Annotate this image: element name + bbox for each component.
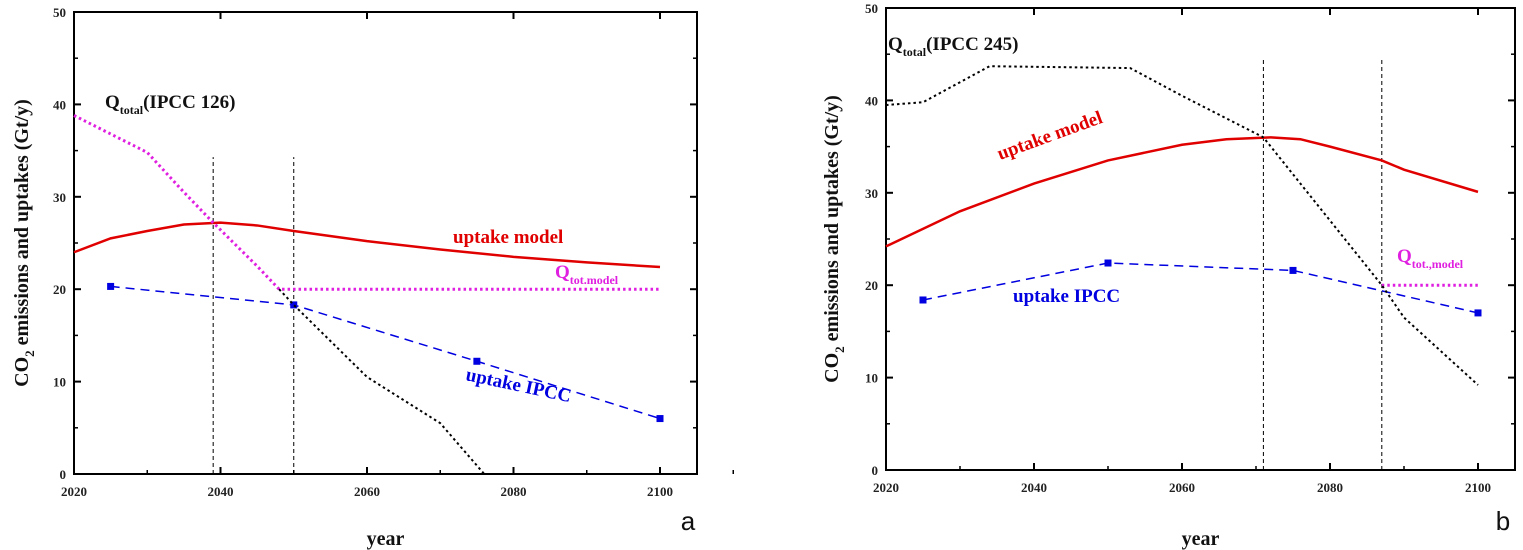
- y-tick-label: 40: [865, 93, 878, 108]
- annotation-q-tot-model: Qtot.model: [555, 262, 619, 287]
- chart-panel-a: 2020 2040 2060 2080 2100 0 10 20 30 40 50 year CO2 e…: [11, 5, 734, 550]
- ipcc-data-point: [1104, 259, 1112, 267]
- q-main: Q: [888, 34, 903, 55]
- y-label-rest: emissions and uptakes (Gt/y): [11, 99, 33, 350]
- x-tick-label: 2020: [873, 480, 899, 495]
- ipcc-data-point: [1289, 266, 1297, 274]
- q-sub: total: [903, 45, 927, 59]
- y-tick-label: 20: [865, 278, 878, 293]
- y-label-main: CO: [11, 357, 33, 387]
- x-tick-label: 2040: [208, 484, 234, 499]
- annotation-uptake-model: uptake model: [453, 227, 563, 248]
- y-tick-label: 0: [60, 467, 67, 482]
- y-label-sub: 2: [832, 346, 847, 353]
- y-axis-label: CO2 emissions and uptakes (Gt/y): [821, 95, 847, 383]
- x-axis-label: year: [1182, 528, 1220, 550]
- panel-label: a: [681, 506, 696, 536]
- ipcc-data-point: [473, 357, 481, 365]
- x-tick-label: 2040: [1021, 480, 1047, 495]
- q-sub: total: [120, 103, 144, 117]
- chart-panel-b: 2020 2040 2060 2080 2100 0 10 20 30 40 50 year CO2 e…: [821, 1, 1516, 550]
- ipcc-data-point: [1474, 309, 1482, 317]
- series-q-total: [885, 65, 1479, 386]
- y-tick-label: 40: [53, 97, 66, 112]
- y-tick-label: 50: [865, 1, 878, 16]
- series-q-tot-model: [73, 114, 660, 291]
- y-tick-label: 50: [53, 5, 66, 20]
- annotation-q-tot-model: Qtot.,model: [1397, 246, 1464, 271]
- series-uptake-model: [73, 221, 661, 269]
- series-uptake-model: [885, 136, 1479, 248]
- ipcc-data-point: [107, 282, 115, 290]
- qm-sub: tot.model: [570, 273, 619, 287]
- y-tick-label: 10: [865, 371, 878, 386]
- q-rest: (IPCC 245): [926, 34, 1018, 55]
- y-label-sub: 2: [22, 350, 37, 357]
- y-label-main: CO: [821, 353, 843, 383]
- panel-label: b: [1496, 506, 1510, 536]
- x-tick-label: 2080: [1317, 480, 1343, 495]
- x-tick-label: 2060: [354, 484, 380, 499]
- q-main: Q: [105, 92, 120, 113]
- annotation-uptake-ipcc: uptake IPCC: [1013, 286, 1120, 307]
- y-axis-label: CO2 emissions and uptakes (Gt/y): [11, 99, 37, 387]
- annotation-q-total: Qtotal(IPCC 245): [888, 34, 1018, 59]
- series-uptake-ipcc: [110, 285, 661, 420]
- plot-frame: [885, 7, 1516, 471]
- series-q-total: [278, 288, 485, 475]
- y-tick-label: 30: [865, 186, 878, 201]
- x-tick-label: 2080: [501, 484, 527, 499]
- q-rest: (IPCC 126): [143, 92, 235, 113]
- annotation-q-total: Qtotal(IPCC 126): [105, 92, 235, 117]
- ipcc-data-point: [290, 301, 298, 309]
- y-tick-label: 0: [872, 463, 879, 478]
- x-axis-label: year: [367, 528, 405, 550]
- y-tick-label: 20: [53, 282, 66, 297]
- ipcc-data-point: [919, 296, 927, 304]
- qm-sub: tot.,model: [1412, 257, 1464, 271]
- y-label-rest: emissions and uptakes (Gt/y): [821, 95, 843, 346]
- x-tick-label: 2100: [1465, 480, 1491, 495]
- y-tick-label: 30: [53, 190, 66, 205]
- x-tick-label: 2100: [647, 484, 673, 499]
- x-tick-label: 2020: [61, 484, 87, 499]
- annotation-uptake-model: uptake model: [995, 107, 1106, 164]
- qm-main: Q: [555, 262, 570, 283]
- x-tick-label: 2060: [1169, 480, 1195, 495]
- annotation-uptake-ipcc: uptake IPCC: [464, 364, 573, 407]
- y-tick-label: 10: [53, 375, 66, 390]
- ipcc-data-point: [656, 415, 664, 423]
- qm-main: Q: [1397, 246, 1412, 267]
